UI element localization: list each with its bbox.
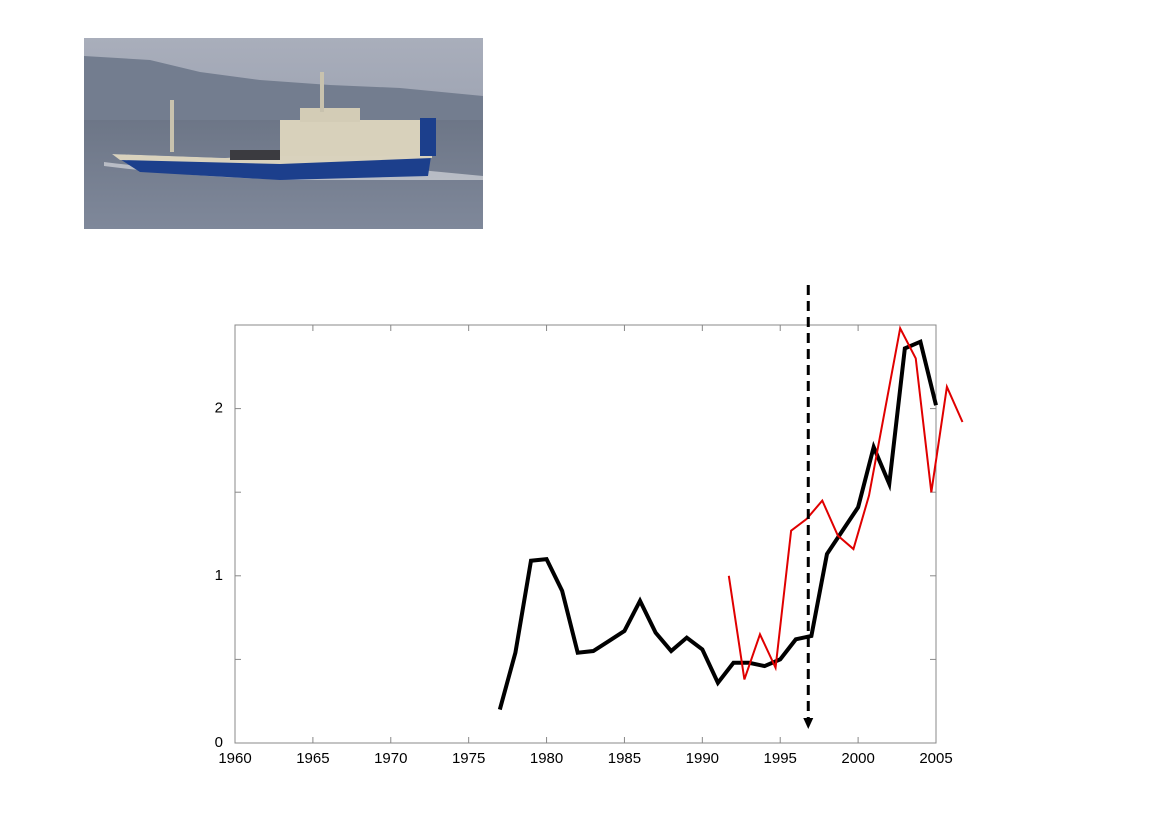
x-tick-label: 1960 <box>218 750 251 767</box>
y-tick-label: 0 <box>215 734 223 751</box>
plot-frame <box>234 324 937 744</box>
x-tick-label: 1990 <box>686 750 719 767</box>
series-line <box>727 325 964 680</box>
x-tick-label: 2005 <box>919 750 952 767</box>
y-tick-label: 2 <box>215 400 223 417</box>
x-tick-label: 1970 <box>374 750 407 767</box>
series-line <box>497 338 938 711</box>
x-tick-label: 1995 <box>764 750 797 767</box>
x-tick-label: 2000 <box>841 750 874 767</box>
x-tick-label: 1985 <box>608 750 641 767</box>
x-tick-label: 1965 <box>296 750 329 767</box>
x-tick-label: 1975 <box>452 750 485 767</box>
x-tick-label: 1980 <box>530 750 563 767</box>
photo <box>84 38 483 229</box>
marker-arrow <box>803 718 814 729</box>
y-tick-label: 1 <box>215 567 223 584</box>
